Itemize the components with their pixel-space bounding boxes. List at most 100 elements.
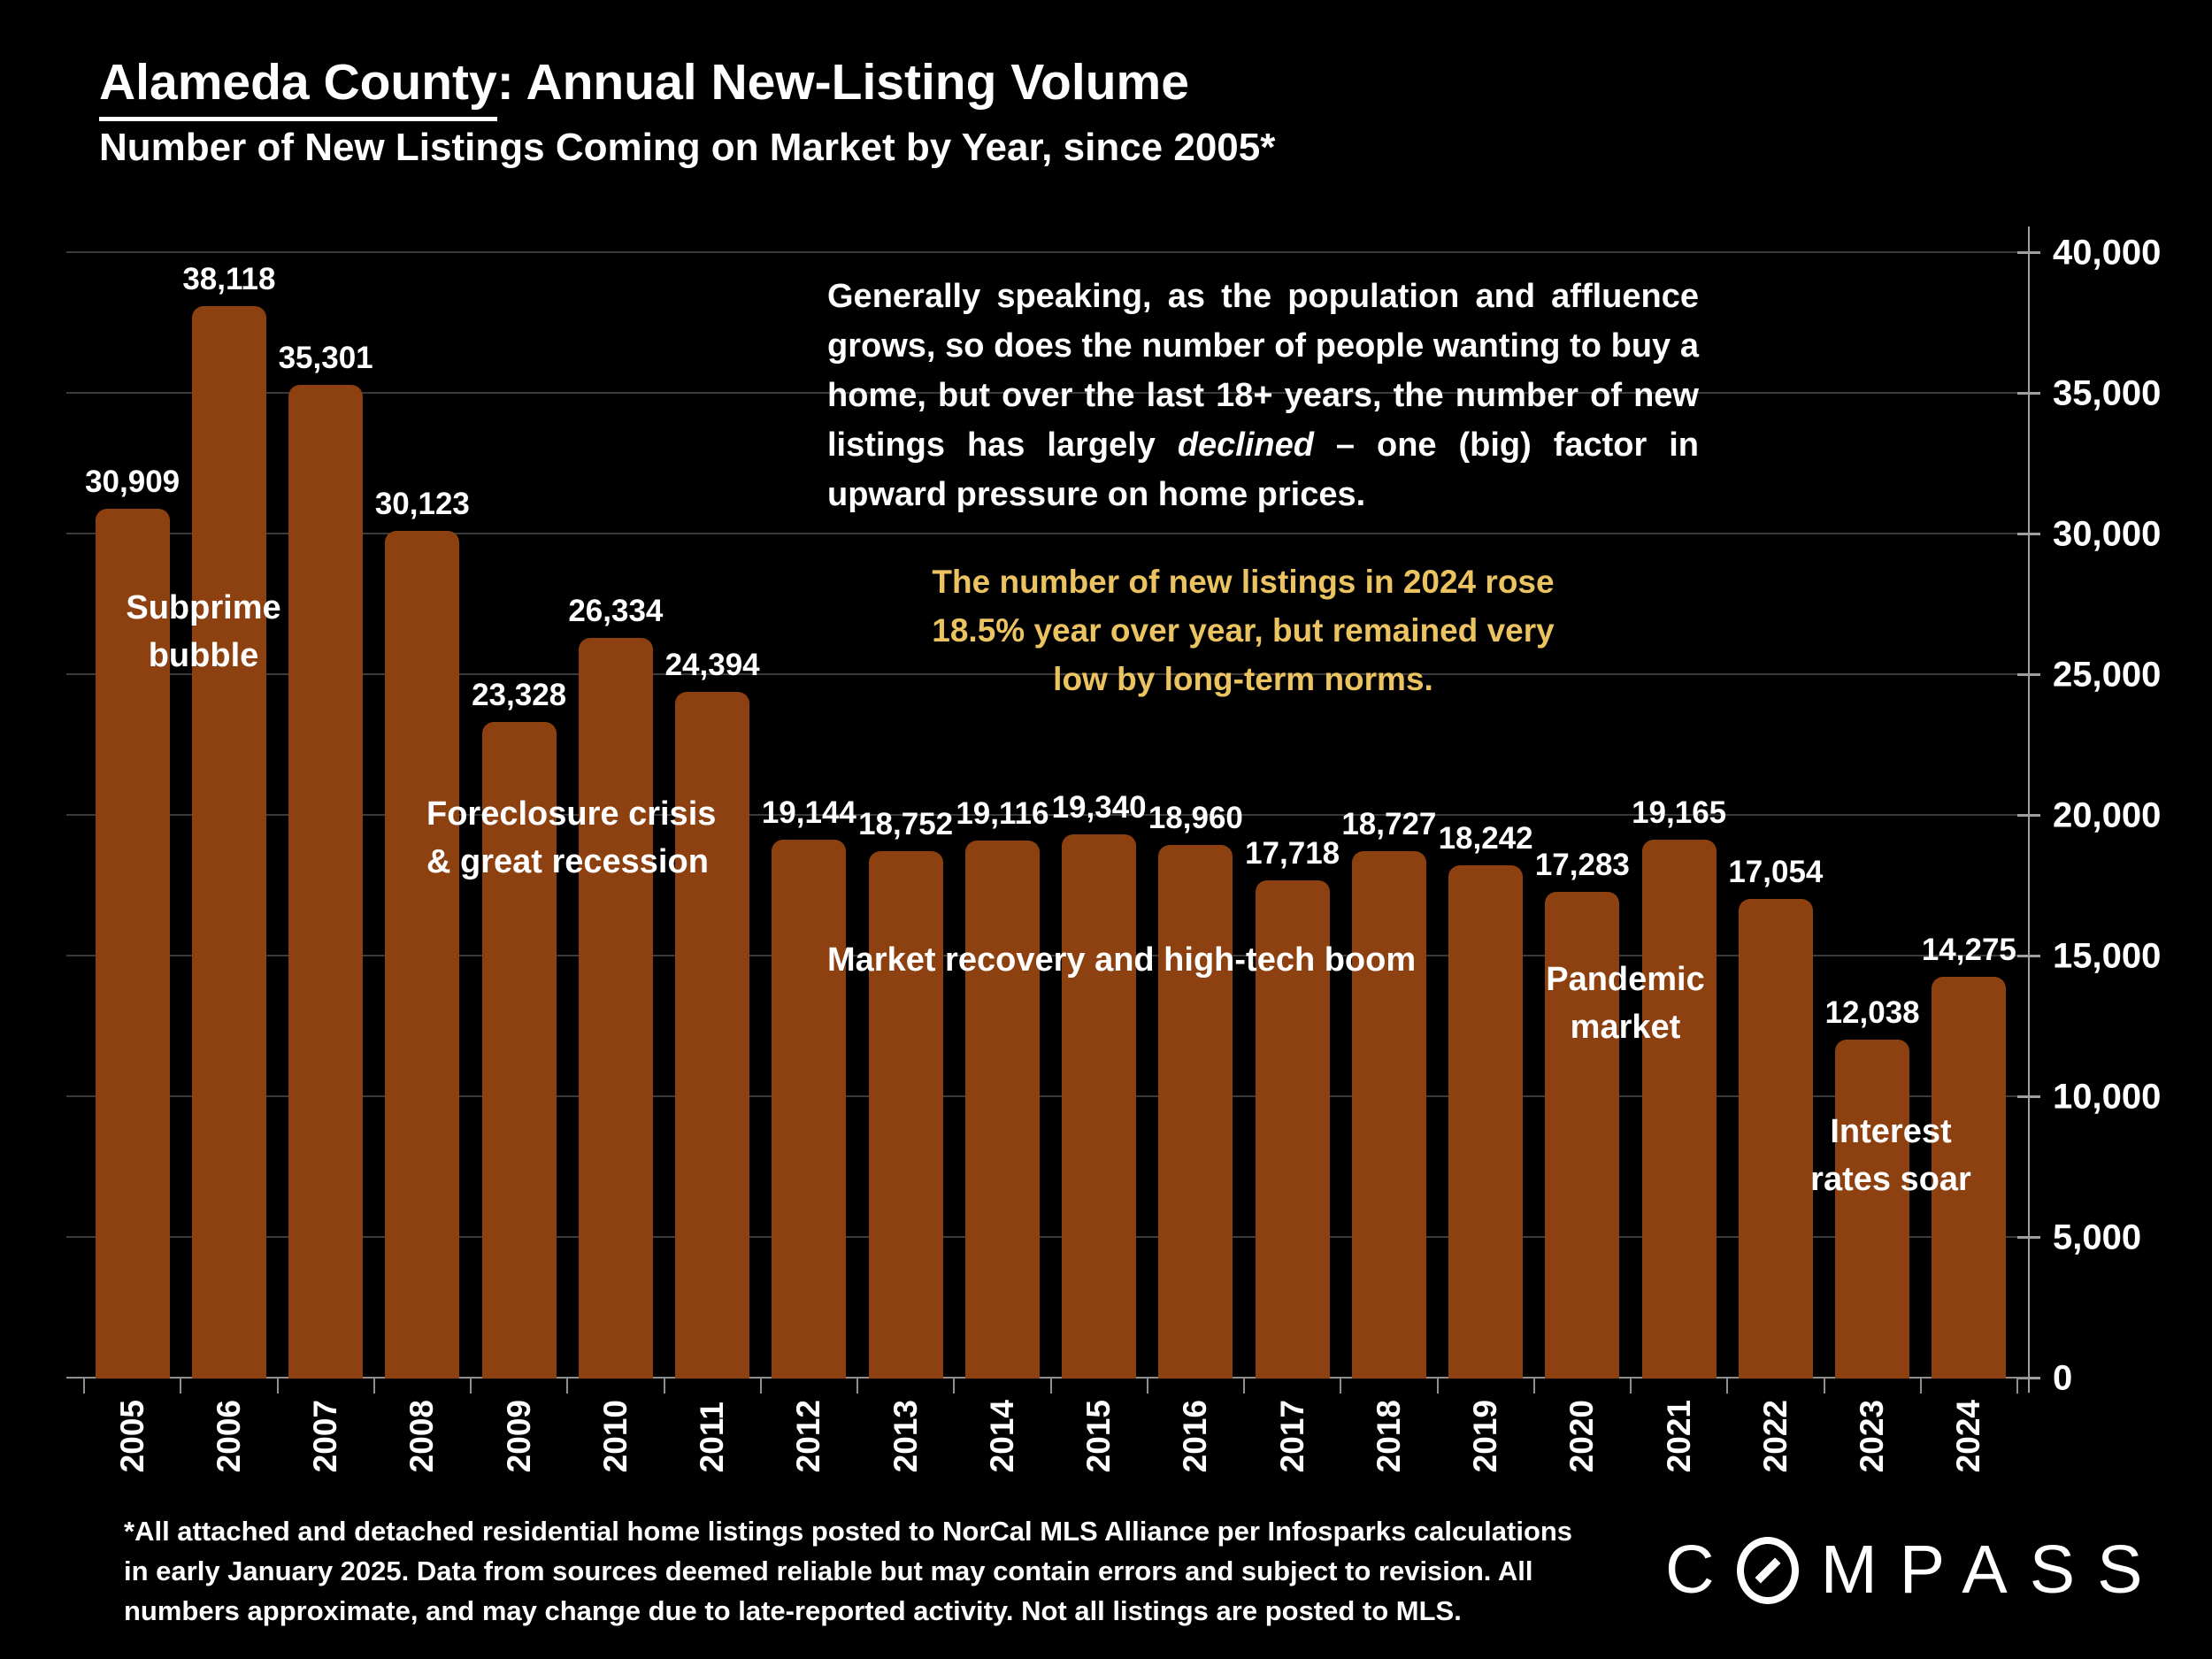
bar-column-2010: 26,334 <box>567 253 664 1379</box>
bar-2020 <box>1545 892 1620 1379</box>
bar-column-2005: 30,909 <box>84 253 180 1379</box>
x-tick-17 <box>1726 1379 1729 1394</box>
commentary-paragraph: Generally speaking, as the population an… <box>827 272 1699 519</box>
bar-2012 <box>772 840 847 1379</box>
bar-column-2018: 18,727 <box>1340 253 1437 1379</box>
year-label-2019: 2019 <box>1467 1400 1504 1473</box>
year-label-2018: 2018 <box>1370 1400 1407 1473</box>
x-tick-18 <box>1823 1379 1825 1394</box>
x-tick-4 <box>470 1379 472 1394</box>
year-cell-2007: 2007 <box>278 1400 374 1472</box>
bar-chart-plot-area: 30,909 38,118 35,301 30,123 23,328 26,334 24,3… <box>66 234 2161 1398</box>
year-label-2005: 2005 <box>113 1400 150 1473</box>
bar-value-label-2006: 38,118 <box>182 261 276 296</box>
x-tick-16 <box>1630 1379 1632 1394</box>
year-cell-2011: 2011 <box>664 1400 761 1472</box>
year-cell-2021: 2021 <box>1631 1400 1727 1472</box>
bar-value-label-2012: 19,144 <box>761 795 856 831</box>
x-tick-12 <box>1243 1379 1245 1394</box>
x-tick-20 <box>2016 1379 2018 1394</box>
bar-2017 <box>1255 879 1330 1379</box>
bar-2009 <box>481 722 557 1379</box>
year-label-2015: 2015 <box>1080 1400 1118 1473</box>
y-axis-label-15000: 15,000 <box>2053 936 2162 976</box>
bar-value-label-2011: 24,394 <box>664 648 760 683</box>
bar-column-2015: 19,340 <box>1051 253 1148 1379</box>
year-label-2024: 2024 <box>1950 1400 1987 1473</box>
bar-value-label-2008: 30,123 <box>374 487 470 522</box>
gridline-10000 <box>66 1095 2028 1097</box>
bar-value-label-2010: 26,334 <box>568 593 664 628</box>
bar-value-label-2017: 17,718 <box>1245 835 1340 871</box>
year-cell-2009: 2009 <box>471 1400 567 1472</box>
x-tick-3 <box>373 1379 375 1394</box>
page-title-underlined: Alameda County <box>99 53 497 121</box>
year-cell-2019: 2019 <box>1438 1400 1534 1472</box>
bar-column-2016: 18,960 <box>1148 253 1244 1379</box>
bar-column-2017: 17,718 <box>1244 253 1340 1379</box>
year-label-2014: 2014 <box>983 1400 1020 1473</box>
bar-2014 <box>964 841 1040 1379</box>
year-cell-2014: 2014 <box>954 1400 1050 1472</box>
x-tick-6 <box>663 1379 665 1394</box>
bar-column-2013: 18,752 <box>857 253 954 1379</box>
commentary-italic-word: declined <box>1177 426 1314 464</box>
gridline-20000 <box>66 814 2028 816</box>
bar-2006 <box>191 305 266 1379</box>
y-axis-label-35000: 35,000 <box>2053 373 2162 413</box>
bar-value-label-2007: 35,301 <box>278 341 373 376</box>
x-tick-5 <box>566 1379 569 1394</box>
year-cell-2017: 2017 <box>1244 1400 1340 1472</box>
bar-column-2024: 14,275 <box>1921 253 2017 1379</box>
bar-column-2014: 19,116 <box>954 253 1050 1379</box>
y-axis-label-5000: 5,000 <box>2053 1217 2142 1257</box>
commentary-part1: Generally speaking, as the population an… <box>827 278 1699 464</box>
bar-2008 <box>385 531 460 1379</box>
annotation-market-recovery: Market recovery and high-tech boom <box>827 941 1417 979</box>
bar-value-label-2009: 23,328 <box>472 678 567 713</box>
compass-needle-icon <box>1736 1536 1799 1604</box>
bar-column-2009: 23,328 <box>471 253 567 1379</box>
year-label-2023: 2023 <box>1854 1400 1891 1473</box>
bar-value-label-2005: 30,909 <box>85 465 180 500</box>
x-tick-1 <box>180 1379 182 1394</box>
year-label-2010: 2010 <box>596 1400 634 1473</box>
year-cell-2020: 2020 <box>1534 1400 1631 1472</box>
bar-value-label-2023: 12,038 <box>1824 995 1920 1031</box>
year-label-2009: 2009 <box>500 1400 537 1473</box>
x-tick-13 <box>1340 1379 1342 1394</box>
page-title: Alameda County: Annual New-Listing Volum… <box>99 53 1189 121</box>
year-label-2007: 2007 <box>307 1400 344 1473</box>
bar-value-label-2021: 19,165 <box>1632 795 1727 830</box>
year-label-2008: 2008 <box>403 1400 441 1473</box>
bar-value-label-2024: 14,275 <box>1921 933 2016 968</box>
year-label-2013: 2013 <box>887 1400 924 1473</box>
bar-column-2019: 18,242 <box>1438 253 1534 1379</box>
bar-column-2012: 19,144 <box>761 253 857 1379</box>
bar-2013 <box>868 850 943 1379</box>
gridline-40000 <box>66 251 2028 253</box>
y-axis-label-10000: 10,000 <box>2053 1077 2162 1117</box>
x-tick-0 <box>83 1379 85 1394</box>
bar-column-2020: 17,283 <box>1534 253 1631 1379</box>
year-cell-2006: 2006 <box>180 1400 277 1472</box>
bar-value-label-2014: 19,116 <box>956 796 1049 832</box>
year-cell-2018: 2018 <box>1340 1400 1437 1472</box>
year-cell-2008: 2008 <box>374 1400 471 1472</box>
bar-column-2011: 24,394 <box>664 253 761 1379</box>
y-axis-label-20000: 20,000 <box>2053 795 2162 835</box>
y-axis-line <box>2028 227 2030 1393</box>
gridline-5000 <box>66 1236 2028 1238</box>
x-tick-10 <box>1049 1379 1052 1394</box>
bar-column-2022: 17,054 <box>1727 253 1824 1379</box>
year-label-2012: 2012 <box>790 1400 827 1473</box>
bar-2007 <box>288 385 364 1379</box>
x-tick-7 <box>759 1379 762 1394</box>
y-axis-label-40000: 40,000 <box>2053 233 2162 273</box>
x-tick-15 <box>1532 1379 1535 1394</box>
year-label-2021: 2021 <box>1660 1400 1697 1473</box>
year-label-2016: 2016 <box>1177 1400 1214 1473</box>
compass-logo-letters-mpass: MPASS <box>1820 1532 2165 1608</box>
bar-value-label-2020: 17,283 <box>1534 848 1630 883</box>
